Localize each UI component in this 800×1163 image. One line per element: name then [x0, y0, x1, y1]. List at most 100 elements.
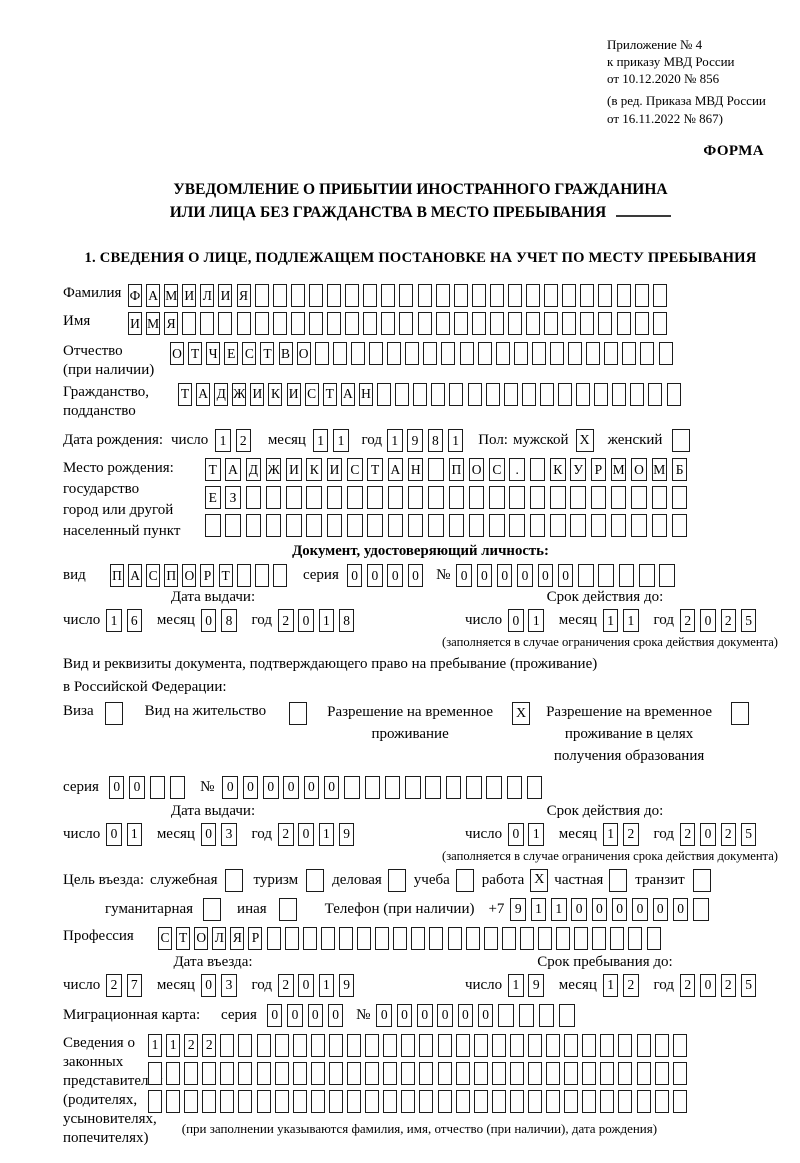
char-cell[interactable]: [521, 382, 536, 406]
char-cell[interactable]: 0: [557, 564, 574, 588]
char-cell[interactable]: [292, 1061, 307, 1085]
char-cell[interactable]: [618, 1061, 633, 1085]
char-cell[interactable]: [413, 382, 428, 406]
char-cell[interactable]: Д: [245, 458, 262, 482]
char-cell[interactable]: Л: [200, 284, 215, 308]
char-cell[interactable]: 2: [679, 822, 696, 846]
char-cell[interactable]: У: [570, 458, 586, 482]
char-cell[interactable]: 0: [537, 564, 554, 588]
char-cell[interactable]: 5: [740, 822, 757, 846]
char-cell[interactable]: Я: [164, 312, 179, 336]
char-cell[interactable]: 0: [387, 564, 403, 588]
char-cell[interactable]: О: [468, 458, 485, 482]
char-cell[interactable]: [419, 1089, 434, 1113]
char-cell[interactable]: [220, 1089, 235, 1113]
char-cell[interactable]: [549, 342, 564, 366]
char-cell[interactable]: [148, 1061, 162, 1085]
char-cell[interactable]: [367, 486, 383, 510]
char-cell[interactable]: [448, 486, 465, 510]
char-cell[interactable]: [365, 1061, 380, 1085]
char-cell[interactable]: [652, 312, 667, 336]
char-cell[interactable]: [513, 342, 528, 366]
char-cell[interactable]: [407, 486, 424, 510]
char-cell[interactable]: [417, 284, 432, 308]
char-cell[interactable]: [639, 564, 655, 588]
char-cell[interactable]: [491, 1089, 506, 1113]
char-cell[interactable]: Я: [236, 284, 251, 308]
char-cell[interactable]: 9: [510, 897, 526, 921]
char-cell[interactable]: О: [296, 342, 311, 366]
char-cell[interactable]: 0: [287, 1003, 303, 1027]
char-cell[interactable]: 6: [126, 609, 143, 633]
char-cell[interactable]: О: [194, 926, 209, 950]
char-cell[interactable]: В: [278, 342, 293, 366]
char-cell[interactable]: [580, 284, 595, 308]
char-cell[interactable]: [166, 1089, 181, 1113]
char-cell[interactable]: 0: [591, 897, 608, 921]
char-cell[interactable]: [328, 1033, 343, 1057]
char-cell[interactable]: [659, 564, 675, 588]
char-cell[interactable]: [506, 775, 523, 799]
char-cell[interactable]: [491, 1061, 506, 1085]
char-cell[interactable]: [582, 1033, 597, 1057]
char-cell[interactable]: [550, 514, 566, 538]
char-cell[interactable]: [556, 926, 571, 950]
char-cell[interactable]: [347, 1089, 362, 1113]
char-cell[interactable]: [205, 514, 221, 538]
checkbox-female[interactable]: [672, 429, 691, 453]
char-cell[interactable]: [405, 342, 420, 366]
char-cell[interactable]: [658, 342, 673, 366]
char-cell[interactable]: [491, 1033, 506, 1057]
char-cell[interactable]: [256, 1089, 271, 1113]
char-cell[interactable]: [544, 284, 559, 308]
char-cell[interactable]: [592, 926, 607, 950]
char-cell[interactable]: [526, 775, 543, 799]
char-cell[interactable]: [327, 312, 342, 336]
char-cell[interactable]: [326, 486, 343, 510]
char-cell[interactable]: [365, 1033, 380, 1057]
char-cell[interactable]: [387, 514, 404, 538]
char-cell[interactable]: [401, 1089, 416, 1113]
char-cell[interactable]: [429, 926, 444, 950]
char-cell[interactable]: [423, 342, 438, 366]
char-cell[interactable]: 0: [652, 897, 669, 921]
char-cell[interactable]: А: [196, 382, 211, 406]
char-cell[interactable]: С: [489, 458, 505, 482]
char-cell[interactable]: 1: [166, 1033, 181, 1057]
char-cell[interactable]: [419, 1061, 434, 1085]
char-cell[interactable]: [369, 342, 384, 366]
char-cell[interactable]: [471, 312, 486, 336]
char-cell[interactable]: [564, 1061, 579, 1085]
char-cell[interactable]: [383, 1033, 398, 1057]
char-cell[interactable]: [149, 775, 166, 799]
char-cell[interactable]: [631, 486, 647, 510]
char-cell[interactable]: [431, 382, 446, 406]
char-cell[interactable]: [570, 486, 586, 510]
char-cell[interactable]: 1: [528, 822, 544, 846]
char-cell[interactable]: [622, 342, 637, 366]
char-cell[interactable]: [272, 284, 287, 308]
char-cell[interactable]: [320, 926, 335, 950]
char-cell[interactable]: [256, 1061, 271, 1085]
char-cell[interactable]: 0: [222, 775, 238, 799]
char-cell[interactable]: [254, 564, 269, 588]
char-cell[interactable]: 0: [242, 775, 259, 799]
char-cell[interactable]: Н: [358, 382, 373, 406]
char-cell[interactable]: Е: [205, 486, 221, 510]
char-cell[interactable]: 0: [323, 775, 340, 799]
char-cell[interactable]: [405, 775, 421, 799]
char-cell[interactable]: [544, 312, 559, 336]
char-cell[interactable]: [527, 1089, 542, 1113]
char-cell[interactable]: [586, 342, 601, 366]
char-cell[interactable]: [471, 284, 486, 308]
char-cell[interactable]: [238, 1061, 253, 1085]
char-cell[interactable]: [202, 1089, 217, 1113]
char-cell[interactable]: [477, 342, 492, 366]
char-cell[interactable]: [598, 312, 613, 336]
char-cell[interactable]: [384, 775, 401, 799]
char-cell[interactable]: Т: [178, 382, 192, 406]
checkbox-purpose-business[interactable]: [387, 868, 406, 892]
char-cell[interactable]: [306, 514, 322, 538]
char-cell[interactable]: И: [250, 382, 265, 406]
char-cell[interactable]: [166, 1061, 181, 1085]
